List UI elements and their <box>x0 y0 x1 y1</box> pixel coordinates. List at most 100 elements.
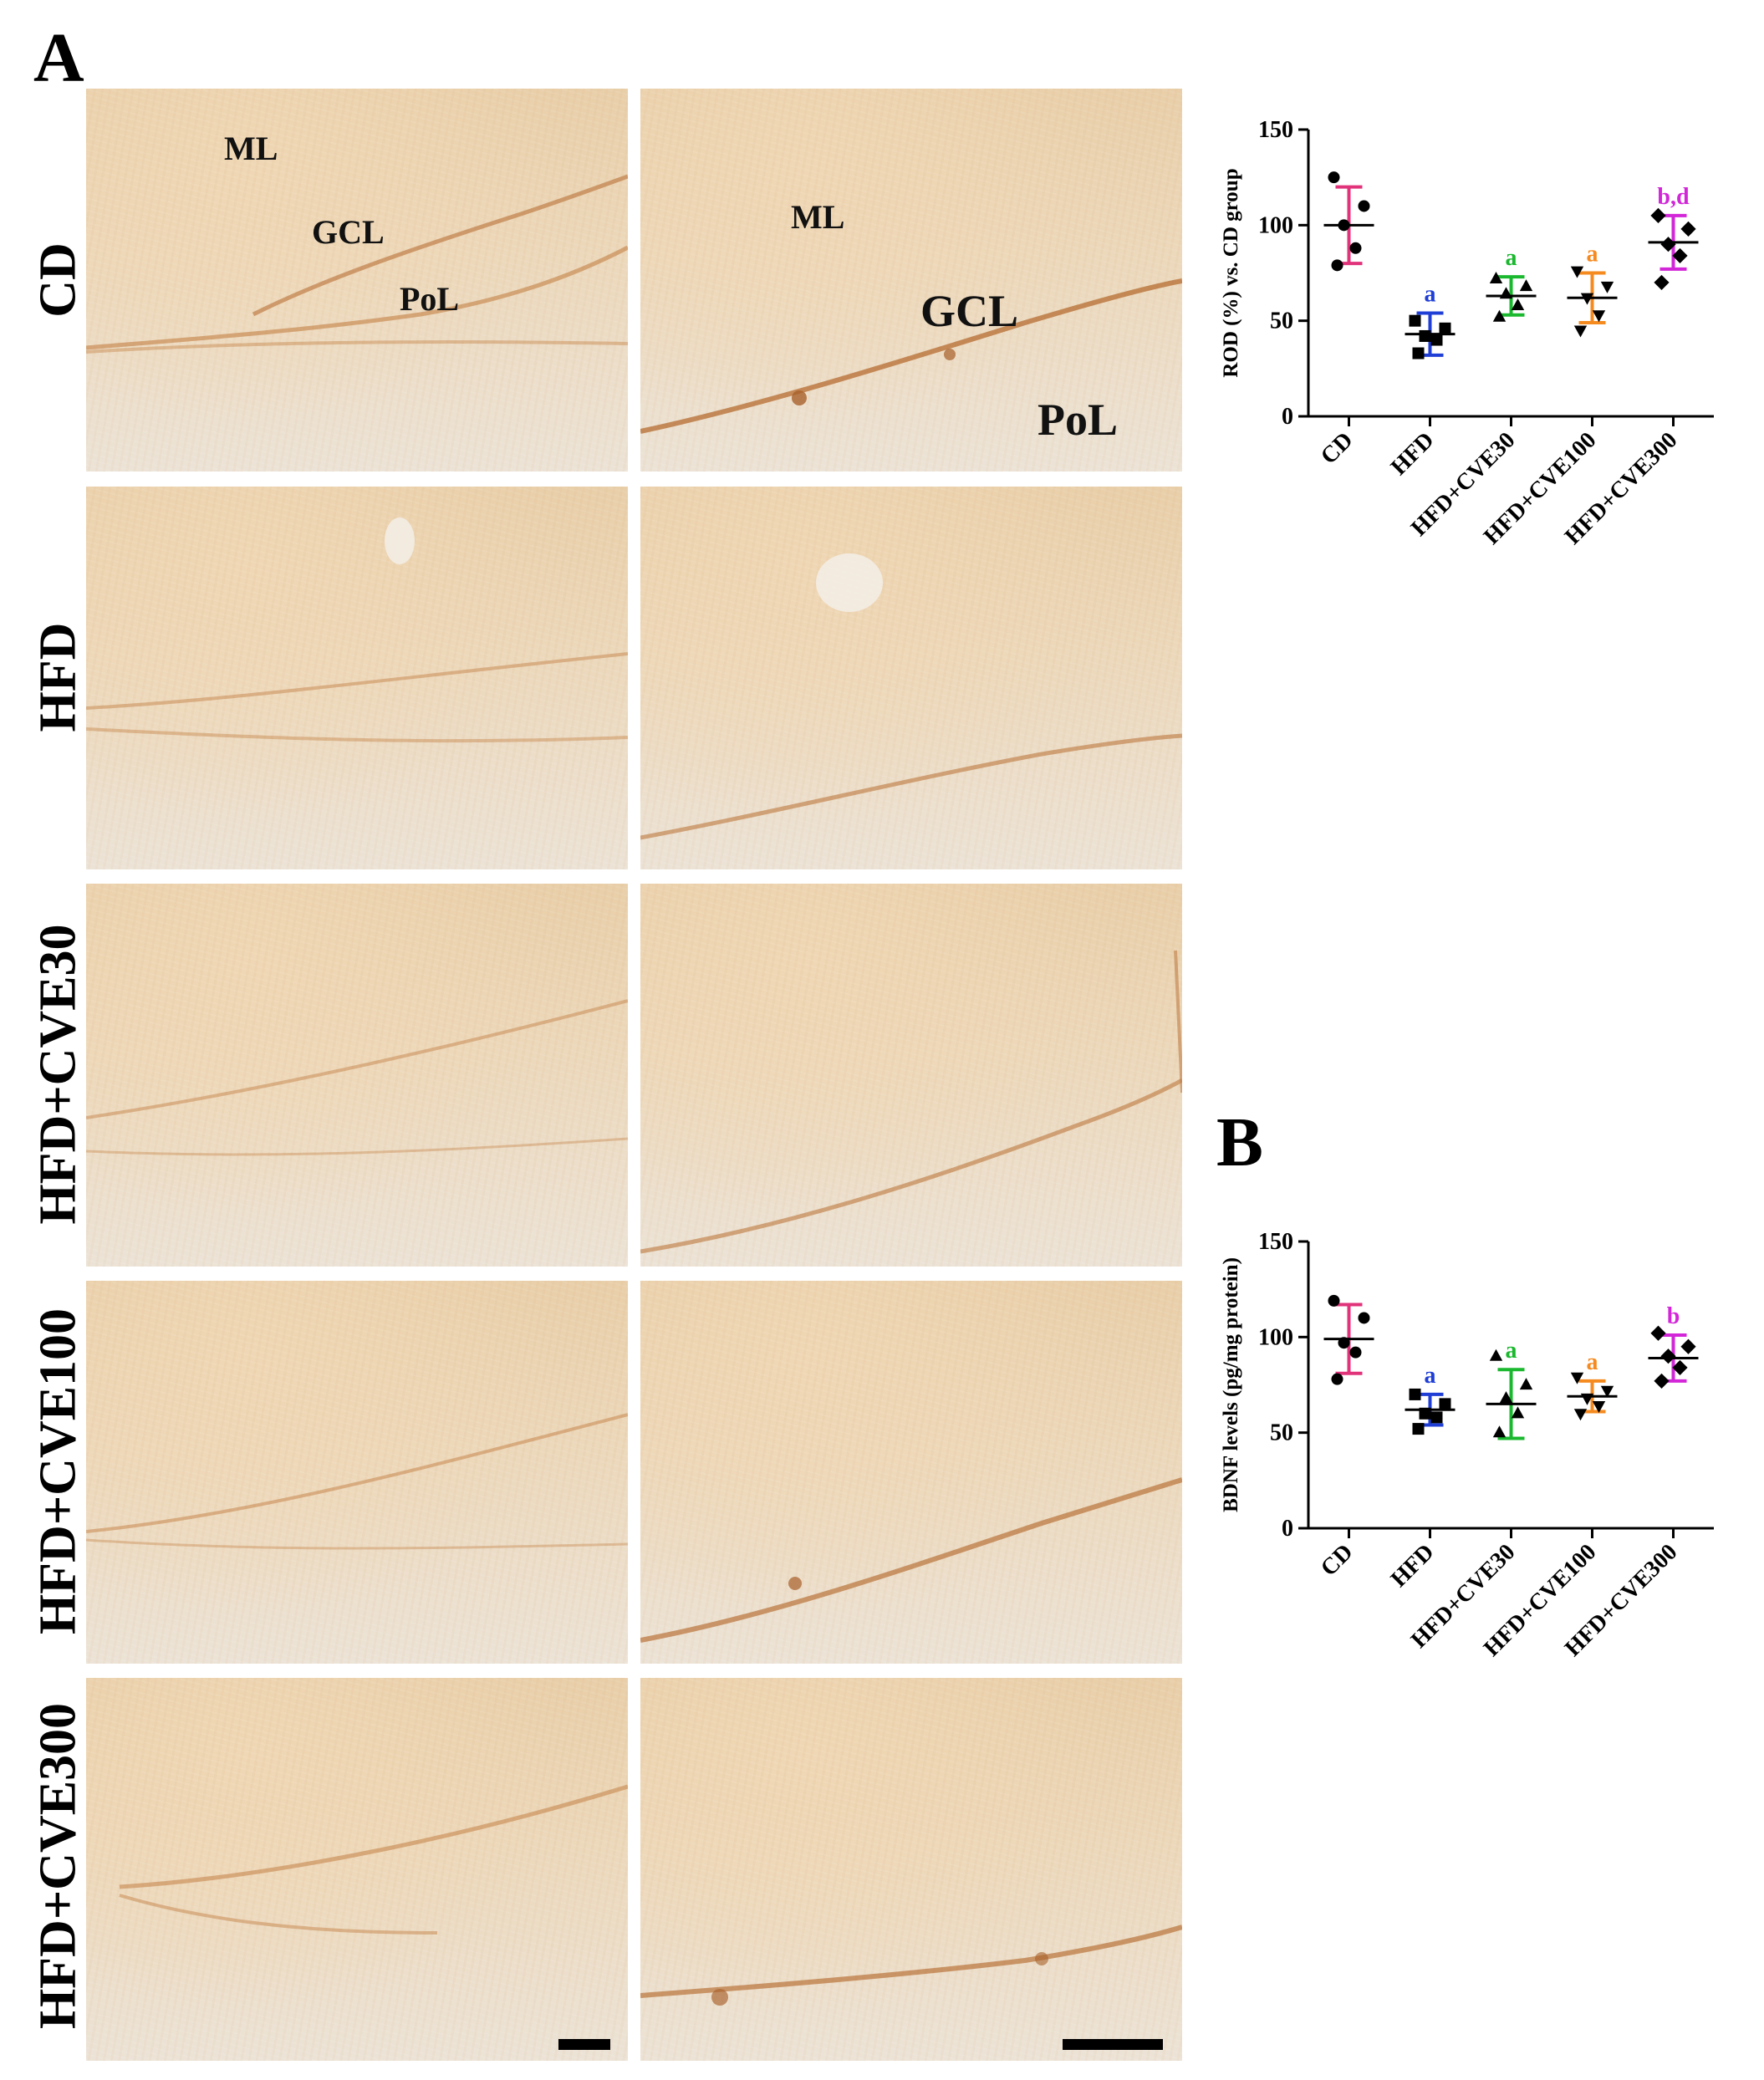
micrograph-cve100-low <box>86 1281 628 1664</box>
data-point <box>1592 1401 1606 1414</box>
data-point <box>1519 279 1533 292</box>
row-label-hfd-cve100: HFD+CVE100 <box>29 1308 87 1635</box>
y-tick-label: 150 <box>1258 117 1293 143</box>
significance-label: b,d <box>1657 184 1690 210</box>
micrograph-hfd-low <box>86 487 628 869</box>
data-point <box>1409 314 1421 327</box>
micrograph-cve30-high <box>640 884 1182 1267</box>
data-point <box>1331 1373 1343 1385</box>
significance-label: a <box>1506 245 1517 271</box>
data-point <box>1600 1385 1614 1398</box>
data-point <box>1600 281 1614 293</box>
data-point <box>1499 1391 1513 1404</box>
stain-layer <box>640 553 1182 840</box>
panel-b-letter: B <box>1216 1104 1264 1181</box>
data-point <box>1419 329 1431 342</box>
scale-bar <box>1063 2039 1163 2050</box>
data-point <box>1412 1423 1425 1435</box>
significance-label: a <box>1425 1363 1436 1389</box>
data-point <box>1573 325 1588 338</box>
row-label-hfd-cve30: HFD+CVE30 <box>29 924 87 1225</box>
stain-layer <box>86 1413 628 1550</box>
stain-layer <box>86 517 628 743</box>
stain-layer <box>640 1477 1182 1643</box>
data-point <box>1650 1325 1666 1341</box>
data-point <box>1672 1359 1688 1376</box>
significance-label: a <box>1425 282 1436 308</box>
data-point <box>1358 200 1370 212</box>
micrograph-cve300-low <box>86 1678 628 2061</box>
row-label-cd: CD <box>29 242 87 318</box>
significance-label: a <box>1506 1338 1517 1364</box>
stain-layer <box>86 999 628 1156</box>
micrograph-cve300-high <box>640 1678 1182 2061</box>
micrograph-cve100-high <box>640 1281 1182 1664</box>
stain-layer <box>86 174 628 354</box>
data-point <box>1439 322 1451 334</box>
data-point <box>1492 1425 1507 1438</box>
y-axis-label: ROD (%) vs. CD group <box>1220 168 1242 377</box>
x-tick-label: HFD <box>1386 1539 1440 1593</box>
data-point <box>1511 1406 1525 1419</box>
data-point <box>1573 1409 1588 1421</box>
data-point <box>1492 309 1507 322</box>
micrograph-cd-low: ML GCL PoL <box>86 89 628 472</box>
data-point <box>1654 1373 1670 1389</box>
y-tick-label: 50 <box>1270 308 1293 334</box>
data-point <box>1489 271 1503 283</box>
x-tick-label: CD <box>1316 427 1359 470</box>
y-tick-label: 50 <box>1270 1420 1293 1446</box>
data-point <box>1680 221 1696 237</box>
data-point <box>1570 1372 1584 1384</box>
significance-label: b <box>1667 1303 1680 1329</box>
micrograph-cve30-low <box>86 884 628 1267</box>
data-point <box>1328 171 1340 184</box>
stain-layer <box>640 950 1182 1254</box>
micro-label-gcl: GCL <box>920 286 1019 336</box>
y-axis-label: BDNF levels (pg/mg protein) <box>1220 1257 1242 1512</box>
y-tick-label: 100 <box>1258 212 1293 238</box>
data-point <box>1331 259 1343 272</box>
scale-bar <box>558 2039 610 2050</box>
micro-label-pol: PoL <box>1037 395 1119 445</box>
data-point <box>1328 1294 1340 1307</box>
x-tick-label: HFD <box>1386 427 1440 481</box>
y-tick-label: 150 <box>1258 1229 1293 1255</box>
row-label-hfd-cve300: HFD+CVE300 <box>29 1702 87 2030</box>
chart-bdnf: BDNF levels (pg/mg protein) 0 50 100 150 CD HF… <box>1220 1229 1714 1662</box>
stain-layer <box>119 1784 628 1935</box>
x-tick-label: CD <box>1316 1539 1359 1582</box>
data-point <box>1570 266 1584 278</box>
data-point <box>1654 274 1670 291</box>
panel-a-letter: A <box>33 19 84 97</box>
data-point <box>1409 1388 1421 1400</box>
data-point <box>1650 207 1666 223</box>
significance-label: a <box>1587 242 1598 268</box>
data-point <box>1680 1338 1696 1354</box>
data-point <box>1412 347 1425 359</box>
data-point <box>1439 1398 1451 1410</box>
data-point <box>1660 1348 1676 1364</box>
data-point <box>1430 334 1443 346</box>
micro-label-gcl: GCL <box>312 213 385 251</box>
data-point <box>1349 1346 1362 1359</box>
data-point <box>1592 310 1606 323</box>
data-point <box>1349 242 1362 254</box>
data-point <box>1489 1348 1503 1361</box>
data-point <box>1511 298 1525 310</box>
micro-label-pol: PoL <box>400 280 460 318</box>
micrograph-hfd-high <box>640 487 1182 869</box>
data-point <box>1519 1378 1533 1390</box>
micro-label-ml: ML <box>224 130 278 167</box>
data-point <box>1358 1312 1370 1324</box>
stain-layer <box>640 278 1182 434</box>
stain-layer <box>640 1925 1182 2006</box>
row-label-hfd: HFD <box>29 622 87 732</box>
y-tick-label: 0 <box>1282 404 1293 430</box>
data-point <box>1430 1411 1443 1424</box>
micro-label-ml: ML <box>791 198 845 236</box>
y-tick-label: 100 <box>1258 1324 1293 1350</box>
significance-label: a <box>1587 1349 1598 1375</box>
micrograph-cd-high: ML GCL PoL <box>640 89 1182 472</box>
